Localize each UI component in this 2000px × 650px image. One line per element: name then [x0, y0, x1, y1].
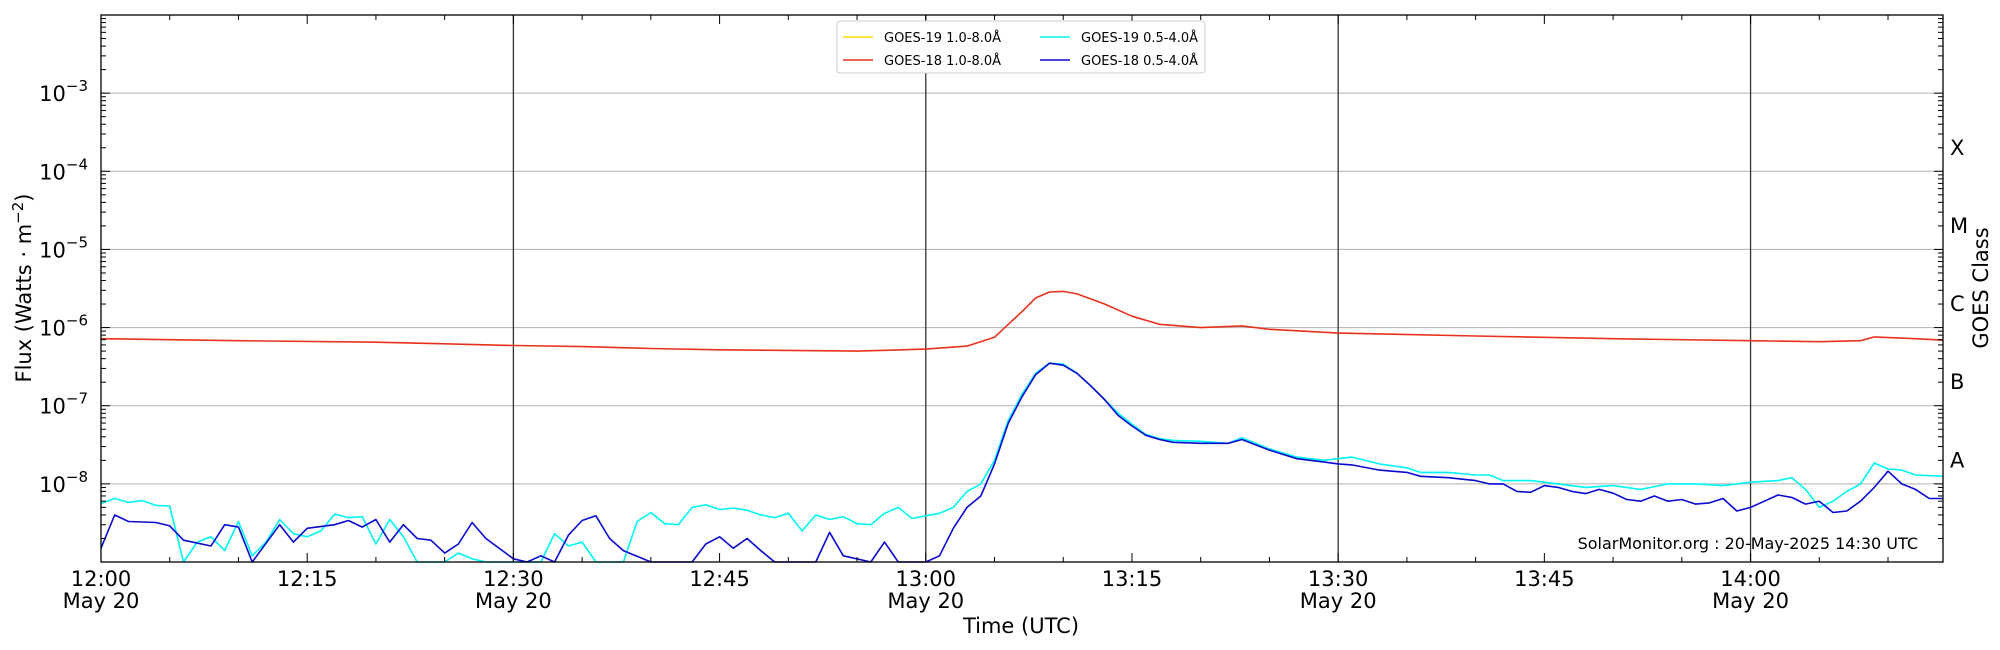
- y-tick-label-base: 10: [39, 473, 66, 497]
- y-axis-title-exponent: −2: [9, 202, 27, 224]
- y-tick-label-exponent: −6: [66, 312, 88, 330]
- legend: GOES-19 1.0-8.0Å GOES-18 1.0-8.0Å GOES-19 …: [836, 20, 1206, 74]
- series-layer: [100, 290, 1944, 563]
- y-tick-label-exponent: −4: [66, 155, 88, 173]
- x-tick-date-label: May 20: [1300, 589, 1377, 613]
- x-tick-date-label: May 20: [1712, 589, 1789, 613]
- y-tick-labels: 10−310−410−510−610−710−8: [39, 77, 88, 497]
- y-tick-label-base: 10: [39, 82, 66, 106]
- y-tick-label: 10−6: [39, 312, 88, 341]
- y-axis-title-main: Flux (Watts · m: [12, 224, 36, 383]
- x-tick-label: 12:30: [483, 567, 544, 591]
- x-tick-label: 12:15: [277, 567, 338, 591]
- legend-label: GOES-18 0.5-4.0Å: [1081, 53, 1198, 69]
- goes-class-label: X: [1950, 136, 1964, 160]
- series-line-3: [100, 362, 1943, 563]
- x-tick-date-label: May 20: [887, 589, 964, 613]
- right-axis-title: GOES Class: [1969, 227, 1993, 348]
- legend-label: GOES-18 1.0-8.0Å: [884, 53, 1001, 69]
- x-tick-label: 12:45: [689, 567, 750, 591]
- tick-layer: [100, 15, 1943, 563]
- y-tick-label: 10−7: [39, 390, 88, 419]
- series-line-1: [100, 290, 1944, 352]
- x-tick-label: 12:00: [71, 567, 132, 591]
- goes-class-label: B: [1950, 370, 1964, 394]
- vertical-lines-layer: [512, 15, 1752, 562]
- legend-box: [836, 20, 1206, 74]
- y-tick-label-exponent: −8: [66, 468, 88, 486]
- y-tick-label: 10−8: [39, 468, 88, 497]
- y-tick-label-exponent: −3: [66, 77, 88, 95]
- series-line-2: [100, 362, 1944, 563]
- y-axis-title-end: ): [12, 193, 36, 201]
- goes-class-label: M: [1950, 214, 1968, 238]
- x-tick-label: 13:00: [896, 567, 957, 591]
- x-tick-label: 14:00: [1720, 567, 1781, 591]
- y-tick-label-base: 10: [39, 160, 66, 184]
- x-tick-date-label: May 20: [63, 589, 140, 613]
- y-tick-label-exponent: −5: [66, 233, 88, 251]
- goes-class-label: A: [1950, 448, 1965, 472]
- goes-class-label: C: [1950, 292, 1965, 316]
- x-tick-date-label: May 20: [475, 589, 552, 613]
- y-tick-label: 10−5: [39, 233, 88, 262]
- x-tick-label: 13:45: [1514, 567, 1575, 591]
- x-tick-label: 13:15: [1102, 567, 1163, 591]
- y-tick-label-base: 10: [39, 317, 66, 341]
- goes-class-labels: X M C B A: [1950, 136, 1968, 473]
- legend-label: GOES-19 0.5-4.0Å: [1081, 30, 1198, 46]
- y-axis-title: Flux (Watts · m−2): [9, 193, 36, 382]
- x-axis-title: Time (UTC): [962, 614, 1079, 638]
- y-tick-label: 10−3: [39, 77, 88, 106]
- plot-frame: [100, 14, 1944, 563]
- y-tick-label: 10−4: [39, 155, 88, 184]
- credit-text: SolarMonitor.org : 20-May-2025 14:30 UTC: [1578, 534, 1918, 553]
- y-tick-label-base: 10: [39, 238, 66, 262]
- y-tick-label-exponent: −7: [66, 390, 88, 408]
- legend-label: GOES-19 1.0-8.0Å: [884, 30, 1001, 46]
- x-tick-label: 13:30: [1308, 567, 1369, 591]
- grid-layer: [101, 92, 1943, 485]
- y-tick-label-base: 10: [39, 395, 66, 419]
